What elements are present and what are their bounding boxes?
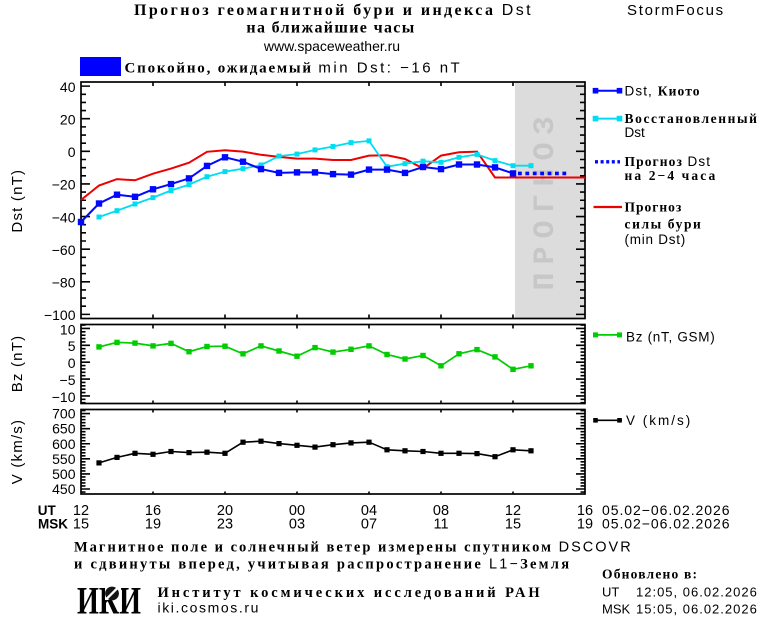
svg-text:−40: −40 — [52, 209, 76, 225]
svg-text:Прогноз Dst: Прогноз Dst — [625, 154, 712, 169]
svg-text:16: 16 — [577, 503, 593, 519]
svg-text:0: 0 — [68, 144, 76, 160]
svg-text:−10: −10 — [52, 389, 76, 405]
svg-text:04: 04 — [361, 503, 377, 519]
svg-text:05.02−06.02.2026: 05.02−06.02.2026 — [602, 502, 730, 518]
svg-text:19: 19 — [145, 516, 161, 532]
svg-text:11: 11 — [433, 516, 448, 532]
svg-text:12:05, 06.02.2026: 12:05, 06.02.2026 — [636, 585, 758, 600]
svg-text:−20: −20 — [52, 177, 76, 193]
svg-text:UT: UT — [602, 585, 619, 600]
svg-text:Прогноз геомагнитной бури и ин: Прогноз геомагнитной бури и индекса Dst — [134, 2, 533, 19]
svg-text:650: 650 — [52, 421, 76, 437]
svg-text:5: 5 — [68, 338, 76, 354]
svg-text:00: 00 — [289, 503, 305, 519]
svg-text:Dst: Dst — [625, 125, 645, 140]
svg-text:−60: −60 — [52, 242, 76, 258]
svg-text:Спокойно, ожидаемый min Dst: −: Спокойно, ожидаемый min Dst: −16 nT — [125, 60, 463, 77]
svg-text:UT: UT — [38, 503, 57, 518]
svg-text:08: 08 — [433, 503, 449, 519]
svg-text:Bz (nT): Bz (nT) — [9, 335, 26, 393]
svg-text:MSK: MSK — [602, 602, 631, 617]
svg-text:500: 500 — [52, 466, 76, 482]
svg-text:0: 0 — [68, 355, 76, 371]
svg-text:700: 700 — [52, 406, 76, 422]
svg-text:Магнитное поле и солнечный вет: Магнитное поле и солнечный ветер измерен… — [74, 540, 633, 556]
svg-text:19: 19 — [577, 516, 593, 532]
svg-text:10: 10 — [60, 321, 76, 337]
svg-text:Обновлено в:: Обновлено в: — [602, 567, 698, 582]
svg-text:и сдвинуты вперед, учитывая ра: и сдвинуты вперед, учитывая распростране… — [74, 557, 571, 573]
svg-text:550: 550 — [52, 451, 76, 467]
svg-text:ПРОГНОЗ: ПРОГНОЗ — [529, 108, 563, 290]
svg-text:15: 15 — [505, 516, 521, 532]
svg-text:V (km/s): V (km/s) — [9, 419, 26, 484]
svg-text:16: 16 — [145, 503, 161, 519]
svg-text:Институт космических исследова: Институт космических исследований РАН — [158, 585, 543, 601]
svg-text:StormFocus: StormFocus — [627, 2, 725, 19]
svg-text:20: 20 — [60, 112, 76, 128]
svg-text:на ближайшие часы: на ближайшие часы — [246, 19, 415, 36]
svg-text:Dst, Киото: Dst, Киото — [625, 83, 701, 98]
svg-text:05.02−06.02.2026: 05.02−06.02.2026 — [602, 515, 730, 531]
svg-text:15: 15 — [73, 516, 89, 532]
svg-text:20: 20 — [217, 503, 233, 519]
svg-text:12: 12 — [73, 503, 89, 519]
svg-text:15:05, 06.02.2026: 15:05, 06.02.2026 — [636, 602, 758, 617]
svg-text:Bz (nT, GSM): Bz (nT, GSM) — [626, 330, 715, 345]
svg-text:−5: −5 — [60, 372, 76, 388]
svg-text:40: 40 — [60, 79, 76, 95]
svg-text:−100: −100 — [44, 307, 76, 323]
svg-text:(min Dst): (min Dst) — [625, 232, 687, 247]
svg-text:Dst (nT): Dst (nT) — [9, 169, 26, 233]
svg-text:23: 23 — [217, 516, 233, 532]
svg-text:600: 600 — [52, 436, 76, 452]
svg-text:на 2−4 часа: на 2−4 часа — [625, 168, 718, 183]
svg-text:07: 07 — [361, 516, 377, 532]
svg-text:www.spaceweather.ru: www.spaceweather.ru — [263, 38, 400, 54]
svg-text:03: 03 — [289, 516, 305, 532]
svg-text:MSK: MSK — [38, 516, 68, 531]
svg-text:V (km/s): V (km/s) — [626, 413, 692, 428]
svg-text:450: 450 — [52, 481, 76, 497]
svg-text:iki.cosmos.ru: iki.cosmos.ru — [158, 600, 260, 616]
svg-text:−80: −80 — [52, 275, 76, 291]
svg-text:Прогноз: Прогноз — [625, 200, 683, 215]
svg-text:силы бури: силы бури — [625, 216, 703, 231]
svg-text:12: 12 — [505, 503, 521, 519]
svg-text:Восстановленный: Восстановленный — [625, 111, 759, 126]
